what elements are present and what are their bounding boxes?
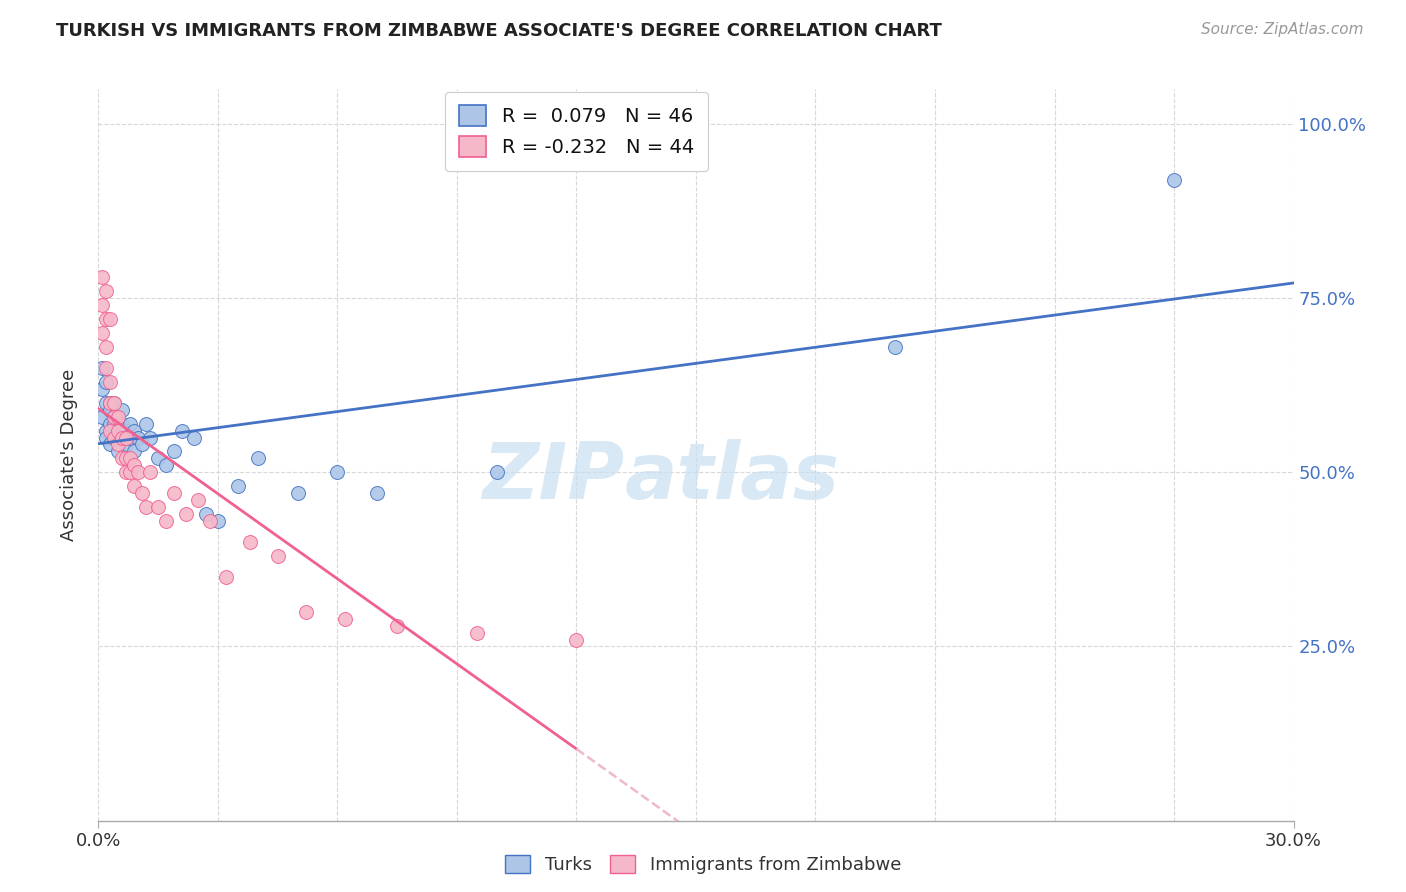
Point [163,444,186,458]
Point [124,479,146,493]
Point [107,409,129,424]
Point [131,437,153,451]
Point [385,618,409,632]
Point [115,424,138,438]
Point [120,451,142,466]
Point [100,417,122,431]
Point [111,430,134,444]
Point [127,466,149,480]
Point [111,417,134,431]
Point [124,424,146,438]
Point [135,417,157,431]
Point [215,570,238,584]
Point [1163,173,1185,187]
Legend: R =  0.079   N = 46, R = -0.232   N = 44: R = 0.079 N = 46, R = -0.232 N = 44 [446,92,707,171]
Point [187,493,209,508]
Point [103,417,125,431]
Point [96,375,118,389]
Point [120,417,142,431]
Point [103,395,125,409]
Point [246,451,269,466]
Point [100,437,122,451]
Point [96,424,118,438]
Point [226,479,249,493]
Point [155,514,177,528]
Point [135,500,157,515]
Text: Source: ZipAtlas.com: Source: ZipAtlas.com [1201,22,1364,37]
Point [198,514,221,528]
Point [326,466,349,480]
Point [100,312,122,326]
Point [148,500,170,515]
Point [111,402,134,417]
Point [287,486,309,500]
Point [174,507,197,521]
Point [294,605,316,619]
Point [565,632,588,647]
Point [139,430,162,444]
Point [115,451,138,466]
Point [91,382,114,396]
Point [172,424,194,438]
Point [107,424,129,438]
Point [103,409,125,424]
Point [195,507,218,521]
Point [103,430,125,444]
Point [267,549,290,563]
Y-axis label: Associate's Degree: Associate's Degree [59,368,77,541]
Point [96,312,118,326]
Point [124,458,146,473]
Point [96,284,118,298]
Point [96,340,118,354]
Point [111,451,134,466]
Point [131,486,153,500]
Point [91,409,114,424]
Point [91,270,114,285]
Point [100,402,122,417]
Point [107,424,129,438]
Point [91,298,114,312]
Point [163,486,186,500]
Point [100,395,122,409]
Point [100,395,122,409]
Point [107,444,129,458]
Point [115,430,138,444]
Point [96,430,118,444]
Point [207,514,229,528]
Point [107,437,129,451]
Point [148,451,170,466]
Point [239,535,262,549]
Point [183,430,205,444]
Point [91,360,114,375]
Point [111,430,134,444]
Point [465,625,488,640]
Text: atlas: atlas [624,439,839,515]
Point [139,466,162,480]
Legend: Turks, Immigrants from Zimbabwe: Turks, Immigrants from Zimbabwe [496,846,910,883]
Point [124,444,146,458]
Point [96,360,118,375]
Point [884,340,907,354]
Point [100,424,122,438]
Point [155,458,177,473]
Point [366,486,388,500]
Point [120,466,142,480]
Point [115,466,138,480]
Point [103,409,125,424]
Point [103,430,125,444]
Point [107,409,129,424]
Point [127,430,149,444]
Point [96,395,118,409]
Point [115,437,138,451]
Text: ZIP: ZIP [482,439,624,515]
Point [91,326,114,340]
Point [120,430,142,444]
Point [100,375,122,389]
Point [103,395,125,409]
Point [335,612,357,626]
Text: TURKISH VS IMMIGRANTS FROM ZIMBABWE ASSOCIATE'S DEGREE CORRELATION CHART: TURKISH VS IMMIGRANTS FROM ZIMBABWE ASSO… [56,22,942,40]
Point [485,466,508,480]
